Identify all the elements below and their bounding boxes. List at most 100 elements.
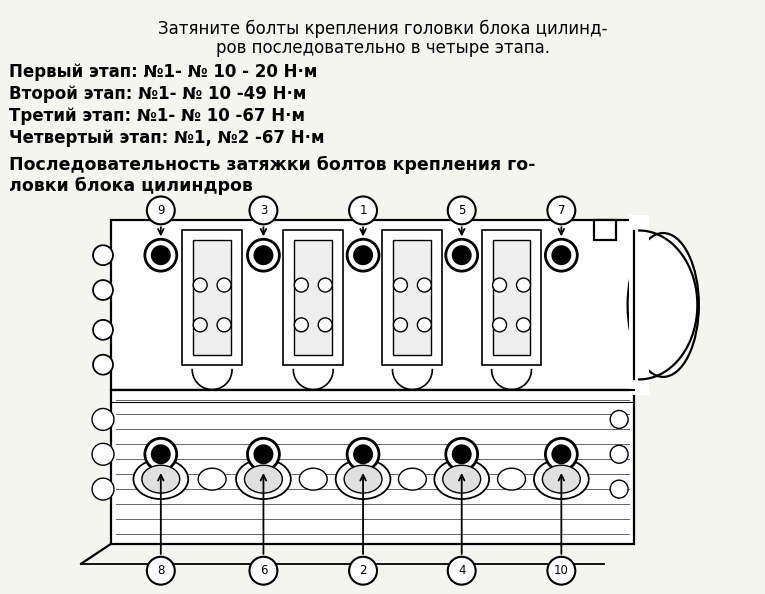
Bar bbox=[629, 216, 649, 394]
Circle shape bbox=[393, 278, 408, 292]
Ellipse shape bbox=[497, 468, 526, 490]
Text: ров последовательно в четыре этапа.: ров последовательно в четыре этапа. bbox=[216, 39, 550, 57]
Ellipse shape bbox=[435, 459, 489, 499]
Circle shape bbox=[318, 278, 332, 292]
Circle shape bbox=[194, 278, 207, 292]
Circle shape bbox=[295, 318, 308, 332]
FancyBboxPatch shape bbox=[382, 230, 442, 365]
Text: 1: 1 bbox=[360, 204, 367, 217]
Text: Затяните болты крепления головки блока цилинд-: Затяните болты крепления головки блока ц… bbox=[158, 19, 607, 37]
Circle shape bbox=[452, 444, 472, 465]
Ellipse shape bbox=[133, 459, 188, 499]
Text: Последовательность затяжки болтов крепления го-: Последовательность затяжки болтов крепле… bbox=[9, 156, 535, 174]
Circle shape bbox=[248, 438, 279, 470]
Circle shape bbox=[92, 409, 114, 431]
Circle shape bbox=[548, 197, 575, 225]
Circle shape bbox=[318, 318, 332, 332]
Circle shape bbox=[610, 410, 628, 428]
Text: 6: 6 bbox=[259, 564, 267, 577]
Ellipse shape bbox=[399, 468, 426, 490]
Circle shape bbox=[93, 355, 113, 375]
Circle shape bbox=[418, 278, 431, 292]
Text: 9: 9 bbox=[157, 204, 164, 217]
Bar bbox=[295, 240, 332, 355]
Circle shape bbox=[516, 318, 530, 332]
Text: 8: 8 bbox=[157, 564, 164, 577]
Ellipse shape bbox=[344, 465, 382, 493]
Circle shape bbox=[545, 438, 578, 470]
Bar bbox=[393, 240, 431, 355]
Circle shape bbox=[92, 443, 114, 465]
Text: 4: 4 bbox=[458, 564, 465, 577]
FancyBboxPatch shape bbox=[283, 230, 343, 365]
Circle shape bbox=[93, 245, 113, 265]
Circle shape bbox=[516, 278, 530, 292]
Circle shape bbox=[217, 318, 231, 332]
Circle shape bbox=[418, 318, 431, 332]
Circle shape bbox=[493, 278, 506, 292]
Text: Третий этап: №1- № 10 -67 Н·м: Третий этап: №1- № 10 -67 Н·м bbox=[9, 107, 305, 125]
Ellipse shape bbox=[542, 465, 581, 493]
Circle shape bbox=[452, 245, 472, 265]
Circle shape bbox=[248, 239, 279, 271]
Circle shape bbox=[93, 320, 113, 340]
Bar bbox=[594, 220, 616, 240]
FancyBboxPatch shape bbox=[482, 230, 542, 365]
Bar bbox=[111, 390, 634, 544]
Circle shape bbox=[353, 444, 373, 465]
Bar bbox=[111, 220, 634, 390]
Circle shape bbox=[295, 278, 308, 292]
Text: Второй этап: №1- № 10 -49 Н·м: Второй этап: №1- № 10 -49 Н·м bbox=[9, 85, 307, 103]
Circle shape bbox=[610, 480, 628, 498]
Circle shape bbox=[448, 197, 476, 225]
Text: 2: 2 bbox=[360, 564, 367, 577]
Circle shape bbox=[448, 557, 476, 584]
Circle shape bbox=[493, 318, 506, 332]
Ellipse shape bbox=[245, 465, 282, 493]
Circle shape bbox=[145, 239, 177, 271]
Ellipse shape bbox=[336, 459, 390, 499]
Circle shape bbox=[552, 444, 571, 465]
Circle shape bbox=[92, 478, 114, 500]
Circle shape bbox=[145, 438, 177, 470]
Circle shape bbox=[151, 245, 171, 265]
Ellipse shape bbox=[142, 465, 180, 493]
Ellipse shape bbox=[627, 233, 699, 377]
Text: 3: 3 bbox=[260, 204, 267, 217]
Bar bbox=[194, 240, 231, 355]
Circle shape bbox=[253, 245, 273, 265]
Text: 7: 7 bbox=[558, 204, 565, 217]
Circle shape bbox=[151, 444, 171, 465]
Circle shape bbox=[610, 446, 628, 463]
Circle shape bbox=[249, 197, 278, 225]
FancyBboxPatch shape bbox=[182, 230, 242, 365]
Text: ловки блока цилиндров: ловки блока цилиндров bbox=[9, 176, 253, 195]
Circle shape bbox=[347, 239, 379, 271]
Bar bbox=[493, 240, 530, 355]
Circle shape bbox=[548, 557, 575, 584]
Ellipse shape bbox=[198, 468, 226, 490]
Circle shape bbox=[446, 438, 477, 470]
Ellipse shape bbox=[236, 459, 291, 499]
Circle shape bbox=[147, 197, 174, 225]
Circle shape bbox=[347, 438, 379, 470]
Text: 5: 5 bbox=[458, 204, 465, 217]
Circle shape bbox=[349, 197, 377, 225]
Text: Первый этап: №1- № 10 - 20 Н·м: Первый этап: №1- № 10 - 20 Н·м bbox=[9, 63, 317, 81]
Circle shape bbox=[446, 239, 477, 271]
Text: Четвертый этап: №1, №2 -67 Н·м: Четвертый этап: №1, №2 -67 Н·м bbox=[9, 129, 325, 147]
Ellipse shape bbox=[534, 459, 589, 499]
Circle shape bbox=[93, 280, 113, 300]
Circle shape bbox=[217, 278, 231, 292]
Circle shape bbox=[552, 245, 571, 265]
Circle shape bbox=[249, 557, 278, 584]
Circle shape bbox=[393, 318, 408, 332]
Circle shape bbox=[194, 318, 207, 332]
Circle shape bbox=[349, 557, 377, 584]
Circle shape bbox=[253, 444, 273, 465]
Ellipse shape bbox=[299, 468, 327, 490]
Text: 10: 10 bbox=[554, 564, 569, 577]
Circle shape bbox=[147, 557, 174, 584]
Ellipse shape bbox=[443, 465, 480, 493]
Circle shape bbox=[545, 239, 578, 271]
